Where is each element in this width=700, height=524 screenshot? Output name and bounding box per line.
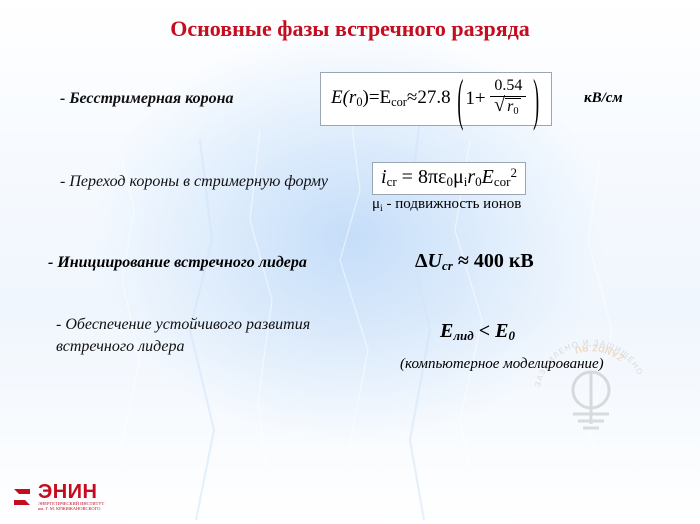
eq3-U: U (428, 250, 442, 272)
mobility-text: - подвижность ионов (383, 196, 522, 212)
eq4-lt: < (474, 320, 495, 342)
slide-title: Основные фазы встречного разряда (0, 16, 700, 42)
phase-1-label: - Бесстримерная корона (60, 90, 234, 108)
eq2-const: = 8πε (397, 166, 447, 188)
mobility-symbol: μ (372, 196, 380, 212)
eq4-sub0: 0 (508, 328, 515, 343)
eq1-part2: )=E (363, 87, 392, 108)
eq4-sublid: лид (453, 328, 473, 343)
phase-3-equation: ΔUcr ≈ 400 кВ (415, 250, 534, 274)
eq1-den-sub: 0 (513, 106, 518, 117)
eq3-subcr: cr (442, 258, 453, 273)
slide: Основные фазы встречного разряда - Бесст… (0, 0, 700, 524)
eq1-subcor: cor (391, 95, 407, 109)
eq2-sq: 2 (510, 165, 517, 180)
eq3-approx: ≈ (453, 250, 474, 272)
eq4-E2: E (495, 320, 508, 342)
phase-2-equation: icr = 8πε0μir0Ecor2 (372, 162, 526, 195)
phase-1-equation: E(r0)=Ecor≈27.8 (1+ 0.54 √r0 ) (320, 72, 552, 126)
eq2-r: r (467, 166, 475, 188)
phase-2-label: - Переход короны в стримерную форму (60, 170, 340, 194)
eq2-mu: μ (453, 166, 464, 188)
eq3-delta: Δ (415, 250, 428, 272)
phase-1-unit: кВ/см (584, 90, 623, 107)
eq2-subcor: cor (494, 174, 511, 189)
eq4-E: E (440, 320, 453, 342)
logo-mark-icon (10, 485, 34, 509)
phase-2-mobility-note: μi - подвижность ионов (372, 196, 521, 214)
eq2-subcr: cr (387, 174, 397, 189)
footer-logo: ЭНИН ЭНЕРГЕТИЧЕСКИЙ ИНСТИТУТ им. Г. М. К… (10, 482, 104, 512)
watermark-badge: ЗАЗЕМЛЕНО И ЗАЩИЩЕНО ZANDZ.RU (526, 332, 656, 462)
eq1-approx: ≈27.8 (407, 87, 451, 108)
phase-3-label: - Инициирование встречного лидера (48, 254, 307, 272)
phase-4-label: - Обеспечение устойчивого развития встре… (56, 314, 376, 359)
eq3-val: 400 кВ (474, 250, 534, 272)
phase-4-equation: Eлид < E0 (440, 320, 515, 344)
eq2-E: E (482, 166, 494, 188)
logo-name: ЭНИН (38, 482, 104, 502)
phase-4-note: (компьютерное моделирование) (400, 356, 604, 373)
logo-sub2: им. Г. М. КРЖИЖАНОВСКОГО (38, 507, 104, 512)
eq1-lhs: E(r (331, 87, 356, 108)
